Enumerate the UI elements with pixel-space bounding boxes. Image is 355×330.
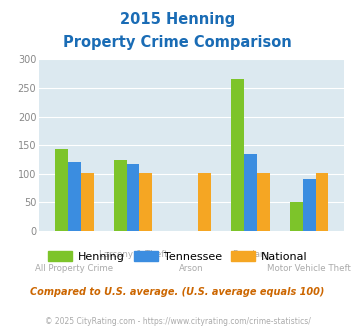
Bar [231,80,244,231]
Bar [257,173,270,231]
Bar [114,160,126,231]
Bar [316,173,328,231]
Text: All Property Crime: All Property Crime [35,264,113,273]
Text: Burglary: Burglary [232,250,269,259]
Text: Property Crime Comparison: Property Crime Comparison [63,35,292,50]
Bar [140,173,152,231]
Text: Larceny & Theft: Larceny & Theft [99,250,167,259]
Bar [68,162,81,231]
Bar [303,179,316,231]
Bar [244,154,257,231]
Text: Motor Vehicle Theft: Motor Vehicle Theft [267,264,351,273]
Bar [126,163,140,231]
Text: Arson: Arson [179,264,204,273]
Bar [290,202,303,231]
Text: Compared to U.S. average. (U.S. average equals 100): Compared to U.S. average. (U.S. average … [30,287,325,297]
Bar [55,148,68,231]
Legend: Henning, Tennessee, National: Henning, Tennessee, National [43,247,312,266]
Bar [198,173,211,231]
Text: 2015 Henning: 2015 Henning [120,12,235,26]
Text: © 2025 CityRating.com - https://www.cityrating.com/crime-statistics/: © 2025 CityRating.com - https://www.city… [45,317,310,326]
Bar [81,173,94,231]
